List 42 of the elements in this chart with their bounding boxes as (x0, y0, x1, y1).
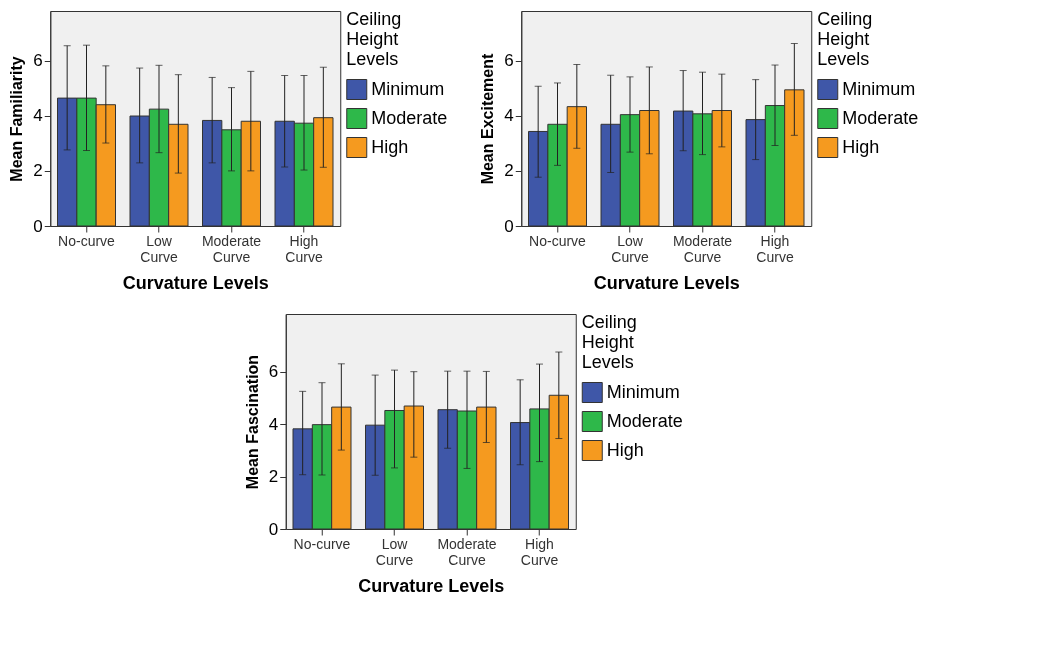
y-axis-title: Mean Excitement (479, 52, 497, 185)
x-axis-title: Curvature Levels (358, 575, 505, 596)
legend-label: Minimum (842, 78, 916, 99)
x-tick-label: Low Curve (375, 535, 414, 568)
y-axis-title: Mean Fascination (243, 354, 261, 490)
legend-title: Ceiling Height Levels (346, 9, 402, 69)
x-tick-label: Low Curve (140, 232, 178, 265)
legend-label: Minimum (606, 381, 680, 402)
legend-label: Minimum (371, 78, 445, 99)
legend-label: Moderate (371, 107, 448, 128)
y-tick-label: 4 (33, 106, 43, 126)
y-tick-label: 0 (268, 519, 279, 539)
y-tick-label: 4 (504, 106, 514, 126)
x-tick-label: Moderate Curve (437, 535, 497, 568)
y-tick-label: 0 (33, 216, 43, 236)
legend-label: High (842, 136, 880, 157)
y-tick-label: 6 (268, 362, 279, 382)
y-tick-label: 2 (504, 161, 514, 181)
x-tick-label: No-curve (58, 232, 116, 249)
x-tick-label: Moderate Curve (672, 232, 733, 265)
y-axis-title: Mean Familiarity (8, 56, 26, 182)
x-axis-title: Curvature Levels (122, 272, 269, 293)
legend-title: Ceiling Height Levels (581, 312, 637, 372)
x-tick-label: High Curve (285, 232, 323, 265)
legend-title: Ceiling Height Levels (817, 9, 873, 69)
legend-label: Moderate (842, 107, 919, 128)
x-tick-label: High Curve (520, 535, 559, 568)
y-tick-label: 2 (268, 467, 279, 487)
legend-label: Moderate (606, 410, 683, 431)
y-tick-label: 2 (33, 161, 43, 181)
x-tick-label: Low Curve (611, 232, 649, 265)
x-tick-label: No-curve (293, 535, 351, 552)
x-axis-title: Curvature Levels (593, 272, 740, 293)
legend-label: High (371, 136, 409, 157)
legend-label: High (606, 439, 644, 460)
x-tick-label: No-curve (529, 232, 587, 249)
y-tick-label: 0 (504, 216, 514, 236)
x-tick-label: High Curve (756, 232, 794, 265)
y-tick-label: 6 (504, 51, 514, 71)
x-tick-label: Moderate Curve (201, 232, 262, 265)
y-tick-label: 4 (268, 414, 279, 434)
y-tick-label: 6 (33, 51, 43, 71)
